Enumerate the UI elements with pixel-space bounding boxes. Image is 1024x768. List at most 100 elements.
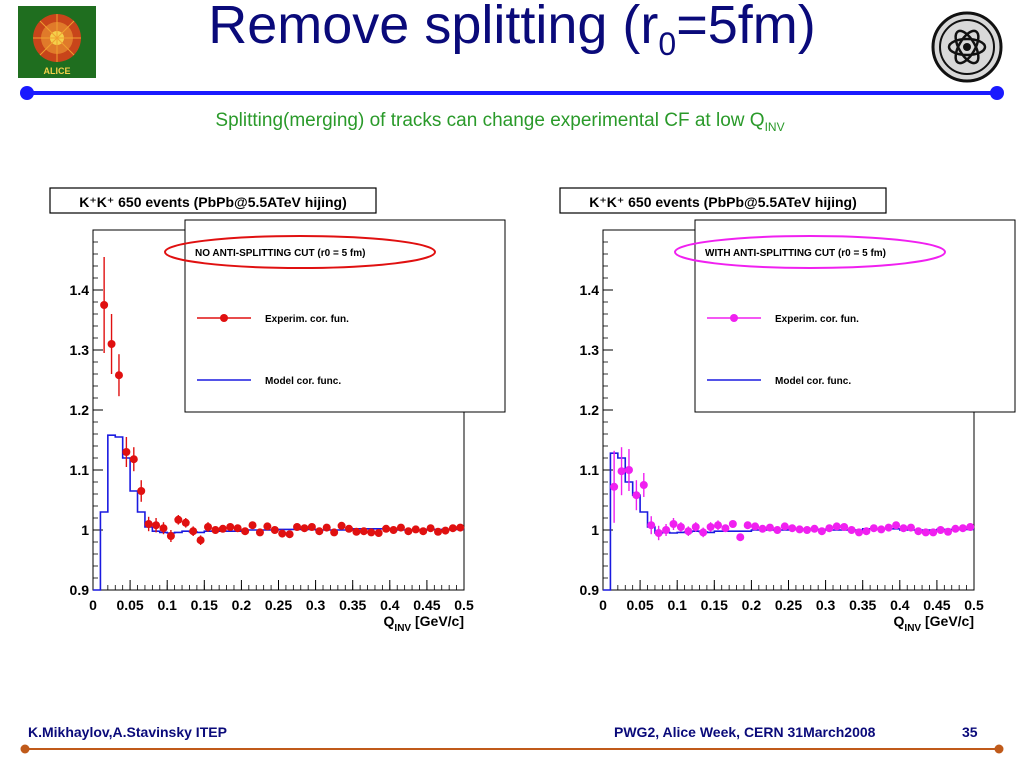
c0-data-point: [359, 527, 368, 536]
c0-data-point: [211, 526, 220, 534]
c1-data-point: [795, 525, 804, 534]
c1-y-tick-label: 1.3: [580, 342, 600, 358]
c1-data-point: [751, 522, 760, 531]
c1-data-point: [691, 523, 700, 531]
c0-y-tick-label: 1.1: [70, 462, 90, 478]
c1-data-point: [684, 527, 693, 536]
c1-data-point: [817, 527, 826, 536]
itep-logo: [931, 11, 1003, 83]
alice-logo-text: ALICE: [44, 66, 71, 76]
c0-data-point: [330, 528, 339, 537]
c1-x-tick-label: 0.15: [701, 597, 728, 613]
c1-data-point: [840, 523, 849, 531]
c1-data-point: [810, 524, 819, 533]
c1-data-point: [706, 523, 715, 531]
c0-y-tick-label: 1.3: [70, 342, 90, 358]
c0-y-tick-label: 1.4: [70, 282, 90, 298]
c0-data-point: [137, 487, 146, 495]
c1-y-tick-label: 1: [591, 522, 599, 538]
c1-data-point: [929, 528, 938, 537]
c1-data-point: [951, 524, 960, 533]
c0-y-tick-label: 1.2: [70, 402, 90, 418]
c1-data-point: [654, 529, 663, 537]
c0-data-point: [144, 520, 153, 528]
c0-y-tick-label: 1: [81, 522, 89, 538]
c0-data-point: [174, 515, 183, 524]
c1-data-point: [884, 523, 893, 532]
c0-data-point: [344, 524, 353, 533]
c0-title-box: [49, 187, 377, 214]
footer-divider: [20, 744, 1004, 754]
slide-subtitle: Splitting(merging) of tracks can change …: [215, 110, 785, 134]
c0-data-point: [293, 523, 302, 531]
c0-data-point: [307, 523, 316, 531]
c1-data-point: [773, 526, 782, 534]
c0-data-point: [114, 371, 123, 380]
c1-data-point: [944, 527, 953, 536]
c0-data-point: [196, 536, 205, 545]
c0-data-point: [241, 527, 250, 536]
c1-data-point: [728, 520, 737, 528]
c1-data-point: [714, 521, 723, 530]
c0-data-point: [226, 523, 235, 531]
c1-data-point: [936, 526, 945, 534]
c1-x-tick-label: 0.45: [923, 597, 950, 613]
c1-data-point: [758, 524, 767, 533]
title-divider: [20, 86, 1004, 100]
c1-data-point: [721, 524, 730, 533]
c0-x-axis-label: QINV [GeV/c]: [384, 613, 464, 634]
page-title: Remove splitting (r0=5fm): [208, 0, 816, 62]
c0-data-point: [300, 524, 309, 533]
c0-data-point: [159, 524, 168, 533]
c1-data-point: [899, 524, 908, 533]
c1-title-box: [559, 187, 887, 214]
c0-x-tick-label: 0.3: [306, 597, 326, 613]
c0-data-point: [166, 532, 175, 540]
c0-data-point: [404, 527, 413, 536]
c0-legend-header-highlight: [164, 235, 436, 269]
c0-data-point: [411, 525, 420, 534]
c1-x-axis-label: QINV [GeV/c]: [894, 613, 974, 634]
c0-legend-header: NO ANTI-SPLITTING CUT (r0 = 5 fm): [195, 248, 365, 259]
c1-data-point: [765, 523, 774, 532]
c0-chart-title: K⁺K⁺ 650 events (PbPb@5.5ATeV hijing): [79, 194, 347, 210]
footer-event: PWG2, Alice Week, CERN 31March2008: [614, 724, 876, 740]
c1-data-point: [958, 524, 967, 533]
c0-data-point: [434, 527, 443, 536]
c1-chart-title: K⁺K⁺ 650 events (PbPb@5.5ATeV hijing): [589, 194, 857, 210]
c0-data-point: [270, 526, 279, 534]
c0-x-tick-label: 0.35: [339, 597, 366, 613]
c0-data-point: [152, 521, 161, 530]
c1-x-tick-label: 0.1: [667, 597, 687, 613]
c0-legend-model-label: Model cor. func.: [265, 376, 341, 387]
c0-data-point: [218, 524, 227, 533]
c0-data-point: [181, 518, 190, 527]
c0-legend-exp-marker: [220, 314, 228, 322]
c0-data-point: [426, 524, 435, 533]
c0-data-point: [374, 529, 383, 537]
c1-data-point: [632, 491, 641, 500]
c0-data-point: [367, 528, 376, 537]
c0-data-point: [389, 526, 398, 534]
c1-x-tick-label: 0.05: [626, 597, 653, 613]
c0-x-tick-label: 0.15: [191, 597, 218, 613]
c1-x-tick-label: 0.4: [890, 597, 910, 613]
c1-data-point: [662, 526, 671, 534]
c1-data-point: [847, 526, 856, 534]
c0-data-point: [441, 526, 450, 535]
c0-data-point: [419, 527, 428, 536]
c1-data-point: [892, 521, 901, 530]
page-number: 35: [962, 724, 978, 740]
c0-data-point: [122, 448, 131, 456]
c0-data-point: [107, 340, 116, 348]
c1-data-point: [699, 528, 708, 537]
c0-x-tick-label: 0.4: [380, 597, 400, 613]
c0-data-point: [248, 521, 257, 530]
c1-data-point: [669, 520, 678, 528]
c0-data-point: [315, 527, 324, 536]
c1-data-point: [617, 467, 626, 476]
c1-legend-exp-label: Experim. cor. fun.: [775, 314, 859, 325]
c1-data-point: [921, 528, 930, 537]
chart-with-anti-splitting: 0.9 1 1.1 1.2 1.3 1.4 0 0.05 0.1 0.15 0.2 0.25 0.3 0.…: [559, 187, 1016, 634]
c0-x-tick-label: 0.25: [265, 597, 292, 613]
